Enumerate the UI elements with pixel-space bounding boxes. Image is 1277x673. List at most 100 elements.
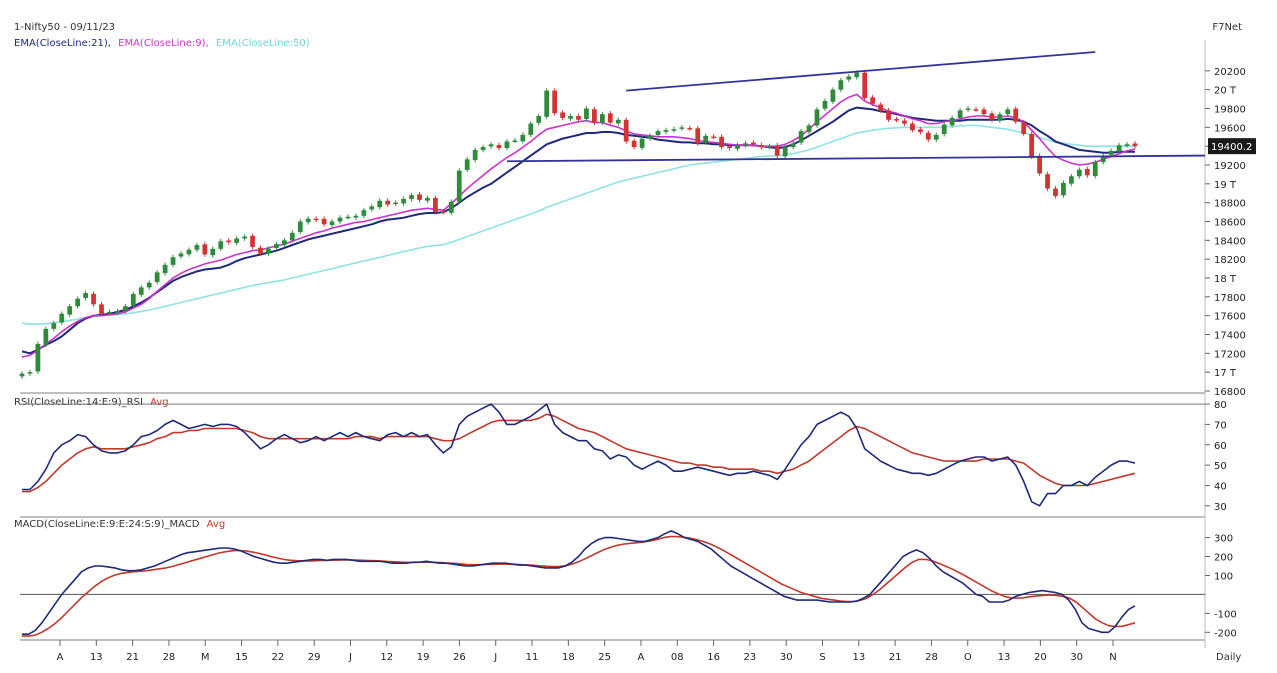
- candle-body: [194, 245, 200, 250]
- candle-body: [218, 241, 224, 249]
- candle-body: [321, 218, 327, 225]
- ema9-path: [21, 93, 1136, 358]
- macd-avg-label: Avg: [207, 519, 226, 530]
- candle-body: [146, 282, 152, 288]
- x-tick-label: 28: [925, 652, 938, 663]
- x-tick-label: 11: [526, 652, 539, 663]
- price-tick-label: 18400: [1214, 236, 1246, 247]
- price-tick-label: 18200: [1214, 255, 1246, 266]
- candle-body: [433, 197, 438, 213]
- rsi-avg-path: [22, 413, 1136, 493]
- candle-body: [631, 140, 637, 148]
- candle-body: [1116, 145, 1122, 152]
- candle-body: [830, 89, 836, 102]
- candle-body: [735, 145, 740, 149]
- price-tick-label: 17400: [1214, 331, 1246, 342]
- macd-label: MACD(CloseLine:E:9:E:24:S:9)_MACD: [14, 519, 200, 530]
- candle-body: [504, 141, 510, 149]
- rsi-tick-label: 60: [1214, 441, 1227, 452]
- x-tick-label: 12: [380, 652, 393, 663]
- candle-body: [1132, 143, 1138, 147]
- candle-body: [989, 113, 995, 120]
- candle-body: [266, 248, 271, 254]
- candle-body: [933, 134, 939, 140]
- candle-body: [639, 138, 645, 148]
- candle-body: [774, 145, 780, 156]
- candle-body: [337, 217, 343, 222]
- candle-body: [274, 244, 279, 249]
- macd-tick-label: 200: [1214, 553, 1233, 564]
- candle-body: [878, 104, 883, 111]
- ema21-legend: EMA(CloseLine:21),: [14, 38, 111, 49]
- x-tick-label: 08: [671, 652, 684, 663]
- candle-body: [329, 221, 335, 226]
- candle-body: [313, 218, 319, 221]
- candle-body: [917, 129, 923, 133]
- candle-body: [560, 112, 565, 118]
- candle-body: [464, 159, 470, 170]
- rsi-label: RSI(CloseLine:14:E:9)_RSI: [14, 397, 143, 408]
- macd-tick-label: -200: [1214, 628, 1237, 639]
- candle-body: [512, 140, 518, 143]
- candle-body: [242, 236, 247, 239]
- candle-body: [782, 147, 788, 157]
- candle-body: [671, 129, 677, 131]
- last-price-tag: 19400.2: [1208, 138, 1256, 155]
- x-tick-label: 16: [707, 652, 720, 663]
- macd-path: [22, 530, 1136, 636]
- candle-body: [130, 294, 136, 306]
- candle-body: [456, 170, 462, 202]
- rsi-tick-label: 70: [1214, 420, 1227, 431]
- candles: [19, 70, 1138, 379]
- candle-body: [393, 202, 399, 205]
- ema-legend: EMA(CloseLine:21), EMA(CloseLine:9), EMA…: [14, 38, 310, 49]
- candle-body: [1100, 155, 1106, 163]
- candle-body: [99, 304, 104, 314]
- candle-body: [1005, 109, 1011, 115]
- candle-body: [488, 144, 494, 147]
- macd-axis: 300 200 100 -100 -200: [20, 534, 1237, 639]
- chart-title: 1-Nifty50 - 09/11/23: [14, 22, 115, 33]
- candle-body: [615, 119, 621, 124]
- candle-body: [1029, 133, 1035, 157]
- candle-body: [719, 136, 724, 148]
- candle-body: [607, 113, 613, 123]
- candle-body: [83, 293, 88, 298]
- candle-body: [345, 216, 351, 219]
- candle-body: [838, 80, 844, 90]
- last-price-box: [1208, 138, 1256, 155]
- rsi-lines: [22, 403, 1136, 507]
- x-tick-label: 30: [780, 652, 793, 663]
- rsi-tick-label: 30: [1214, 502, 1227, 513]
- candle-body: [520, 134, 526, 142]
- brand-label: F7Net: [1212, 22, 1242, 33]
- candle-body: [1076, 169, 1082, 177]
- candle-body: [369, 206, 375, 210]
- candle-body: [576, 116, 581, 120]
- candle-body: [289, 232, 295, 241]
- candle-body: [544, 90, 550, 117]
- macd-tick-label: -100: [1214, 609, 1237, 620]
- candle-body: [814, 109, 820, 126]
- timeframe-label: Daily: [1216, 652, 1241, 663]
- candle-body: [949, 117, 955, 126]
- macd-tick-label: 100: [1214, 571, 1233, 582]
- candle-body: [210, 248, 216, 256]
- x-tick-label: 29: [308, 652, 321, 663]
- candle-body: [910, 123, 915, 131]
- x-tick-label: O: [964, 652, 972, 663]
- candle-body: [592, 109, 597, 123]
- candle-body: [472, 149, 478, 161]
- candle-body: [480, 147, 486, 150]
- candle-body: [162, 264, 168, 274]
- x-tick-label: 13: [998, 652, 1011, 663]
- rsi-title: RSI(CloseLine:14:E:9)_RSI Avg: [14, 397, 169, 408]
- candle-body: [727, 146, 732, 149]
- x-tick-label: 23: [744, 652, 757, 663]
- candle-body: [766, 146, 772, 148]
- macd-lines: [22, 530, 1136, 637]
- candle-body: [27, 372, 33, 374]
- price-tick-label: 17200: [1214, 349, 1246, 360]
- price-tick-label: 20 T: [1214, 86, 1237, 97]
- x-tick-label: 28: [163, 652, 176, 663]
